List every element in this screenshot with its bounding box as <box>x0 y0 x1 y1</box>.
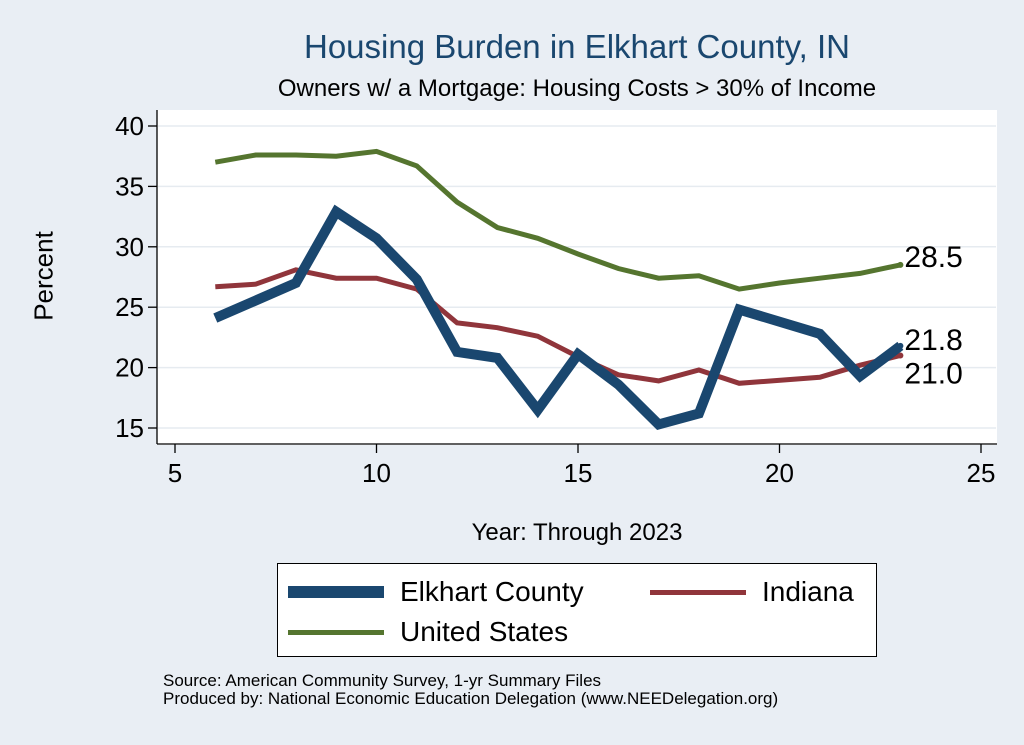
legend: Elkhart County Indiana United States <box>277 563 877 657</box>
legend-item-united-states: United States <box>288 616 568 648</box>
legend-item-indiana: Indiana <box>650 576 854 608</box>
produced-by-note: Produced by: National Economic Education… <box>163 689 779 708</box>
end-label-elkhart: 21.8 <box>904 324 962 357</box>
legend-swatch-indiana <box>650 589 746 595</box>
series-endpoint-united-states <box>897 261 904 268</box>
legend-item-elkhart: Elkhart County <box>288 576 584 608</box>
y-tick-label-35: 35 <box>115 171 144 201</box>
chart-title: Housing Burden in Elkhart County, IN <box>304 28 850 65</box>
series-lines <box>213 148 904 430</box>
series-line-united-states <box>214 148 901 292</box>
legend-swatch-elkhart <box>288 586 384 598</box>
legend-label-united-states: United States <box>400 616 569 647</box>
series-endpoint-indiana <box>897 352 904 359</box>
axes: 15 20 25 30 35 40 5 10 15 20 25 <box>115 110 997 488</box>
y-tick-label-20: 20 <box>115 353 144 383</box>
x-tick-label-15: 15 <box>564 458 593 488</box>
legend-label-elkhart: Elkhart County <box>400 576 584 607</box>
series-line-indiana <box>215 267 901 386</box>
x-tick-label-25: 25 <box>967 458 996 488</box>
end-label-indiana: 21.0 <box>904 358 962 391</box>
legend-label-indiana: Indiana <box>762 576 854 607</box>
x-tick-label-5: 5 <box>168 458 182 488</box>
series-line-elkhart <box>213 204 904 430</box>
y-tick-label-25: 25 <box>115 292 144 322</box>
chart-subtitle: Owners w/ a Mortgage: Housing Costs > 30… <box>277 75 877 102</box>
x-tick-label-10: 10 <box>362 458 391 488</box>
source-notes: Source: American Community Survey, 1-yr … <box>163 672 778 708</box>
grid-lines <box>158 125 996 429</box>
x-tick-label-20: 20 <box>765 458 794 488</box>
x-axis-label: Year: Through 2023 <box>471 519 683 546</box>
end-label-united-states: 28.5 <box>904 241 962 274</box>
plot-area <box>157 110 997 445</box>
source-note: Source: American Community Survey, 1-yr … <box>163 671 602 690</box>
legend-swatch-united-states <box>288 629 384 635</box>
y-tick-label-15: 15 <box>115 413 144 443</box>
y-tick-label-40: 40 <box>115 111 144 141</box>
y-tick-label-30: 30 <box>115 232 144 262</box>
series-endpoint-elkhart <box>897 342 904 349</box>
end-labels: 21.821.0 28.5 <box>904 241 962 391</box>
y-axis-label: Percent <box>28 231 59 321</box>
